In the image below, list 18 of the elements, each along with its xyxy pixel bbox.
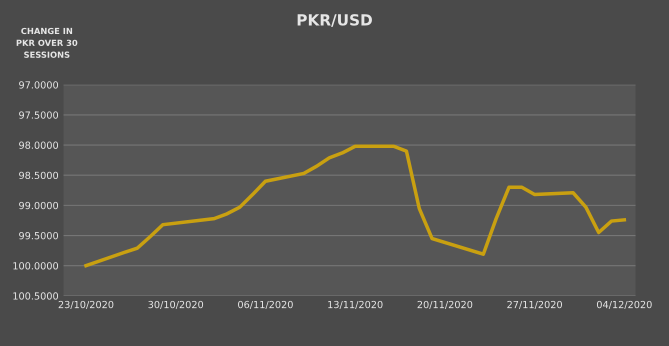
line-series: [84, 144, 626, 268]
y-tick-label: 98.0000: [19, 142, 58, 149]
x-tick-label: 06/11/2020: [238, 300, 293, 309]
y-tick-label: 99.5000: [19, 232, 58, 240]
y-tick-label: 98.5000: [19, 172, 58, 180]
x-tick-label: 20/11/2020: [418, 300, 472, 309]
chart-title: PKR/USD: [298, 14, 372, 27]
x-tick-label: 04/12/2020: [596, 300, 652, 309]
x-tick-label: 23/10/2020: [58, 300, 114, 309]
y-tick-label: 97.0000: [19, 81, 58, 89]
y-axis-title: CHANGE IN PKR OVER 30 SESSIONS: [16, 28, 78, 58]
y-tick-label: 100.0000: [13, 262, 58, 270]
y-tick-label: 99.0000: [19, 202, 58, 210]
x-tick-label: 30/10/2020: [148, 300, 204, 309]
x-tick-label: 27/11/2020: [507, 300, 562, 309]
y-tick-label: 97.5000: [19, 111, 58, 119]
x-tick-label: 13/11/2020: [328, 300, 383, 309]
y-tick-label: 100.5000: [13, 292, 58, 300]
